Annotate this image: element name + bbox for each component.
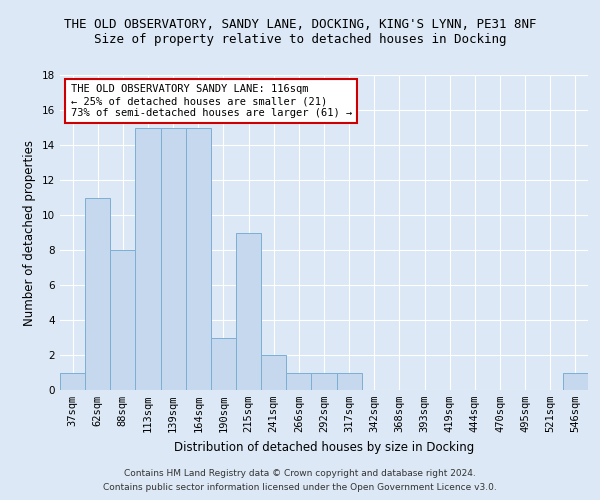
Bar bbox=[161, 128, 186, 390]
Bar bbox=[211, 338, 236, 390]
Bar bbox=[60, 372, 85, 390]
Y-axis label: Number of detached properties: Number of detached properties bbox=[23, 140, 37, 326]
Text: THE OLD OBSERVATORY SANDY LANE: 116sqm
← 25% of detached houses are smaller (21): THE OLD OBSERVATORY SANDY LANE: 116sqm ←… bbox=[71, 84, 352, 117]
Bar bbox=[563, 372, 588, 390]
Bar bbox=[85, 198, 110, 390]
Bar bbox=[236, 232, 261, 390]
Bar bbox=[311, 372, 337, 390]
Text: Size of property relative to detached houses in Docking: Size of property relative to detached ho… bbox=[94, 32, 506, 46]
Bar bbox=[186, 128, 211, 390]
Bar bbox=[286, 372, 311, 390]
Bar bbox=[261, 355, 286, 390]
Bar bbox=[337, 372, 362, 390]
Text: Contains public sector information licensed under the Open Government Licence v3: Contains public sector information licen… bbox=[103, 484, 497, 492]
Bar bbox=[136, 128, 161, 390]
Bar bbox=[110, 250, 136, 390]
X-axis label: Distribution of detached houses by size in Docking: Distribution of detached houses by size … bbox=[174, 440, 474, 454]
Text: Contains HM Land Registry data © Crown copyright and database right 2024.: Contains HM Land Registry data © Crown c… bbox=[124, 468, 476, 477]
Text: THE OLD OBSERVATORY, SANDY LANE, DOCKING, KING'S LYNN, PE31 8NF: THE OLD OBSERVATORY, SANDY LANE, DOCKING… bbox=[64, 18, 536, 30]
